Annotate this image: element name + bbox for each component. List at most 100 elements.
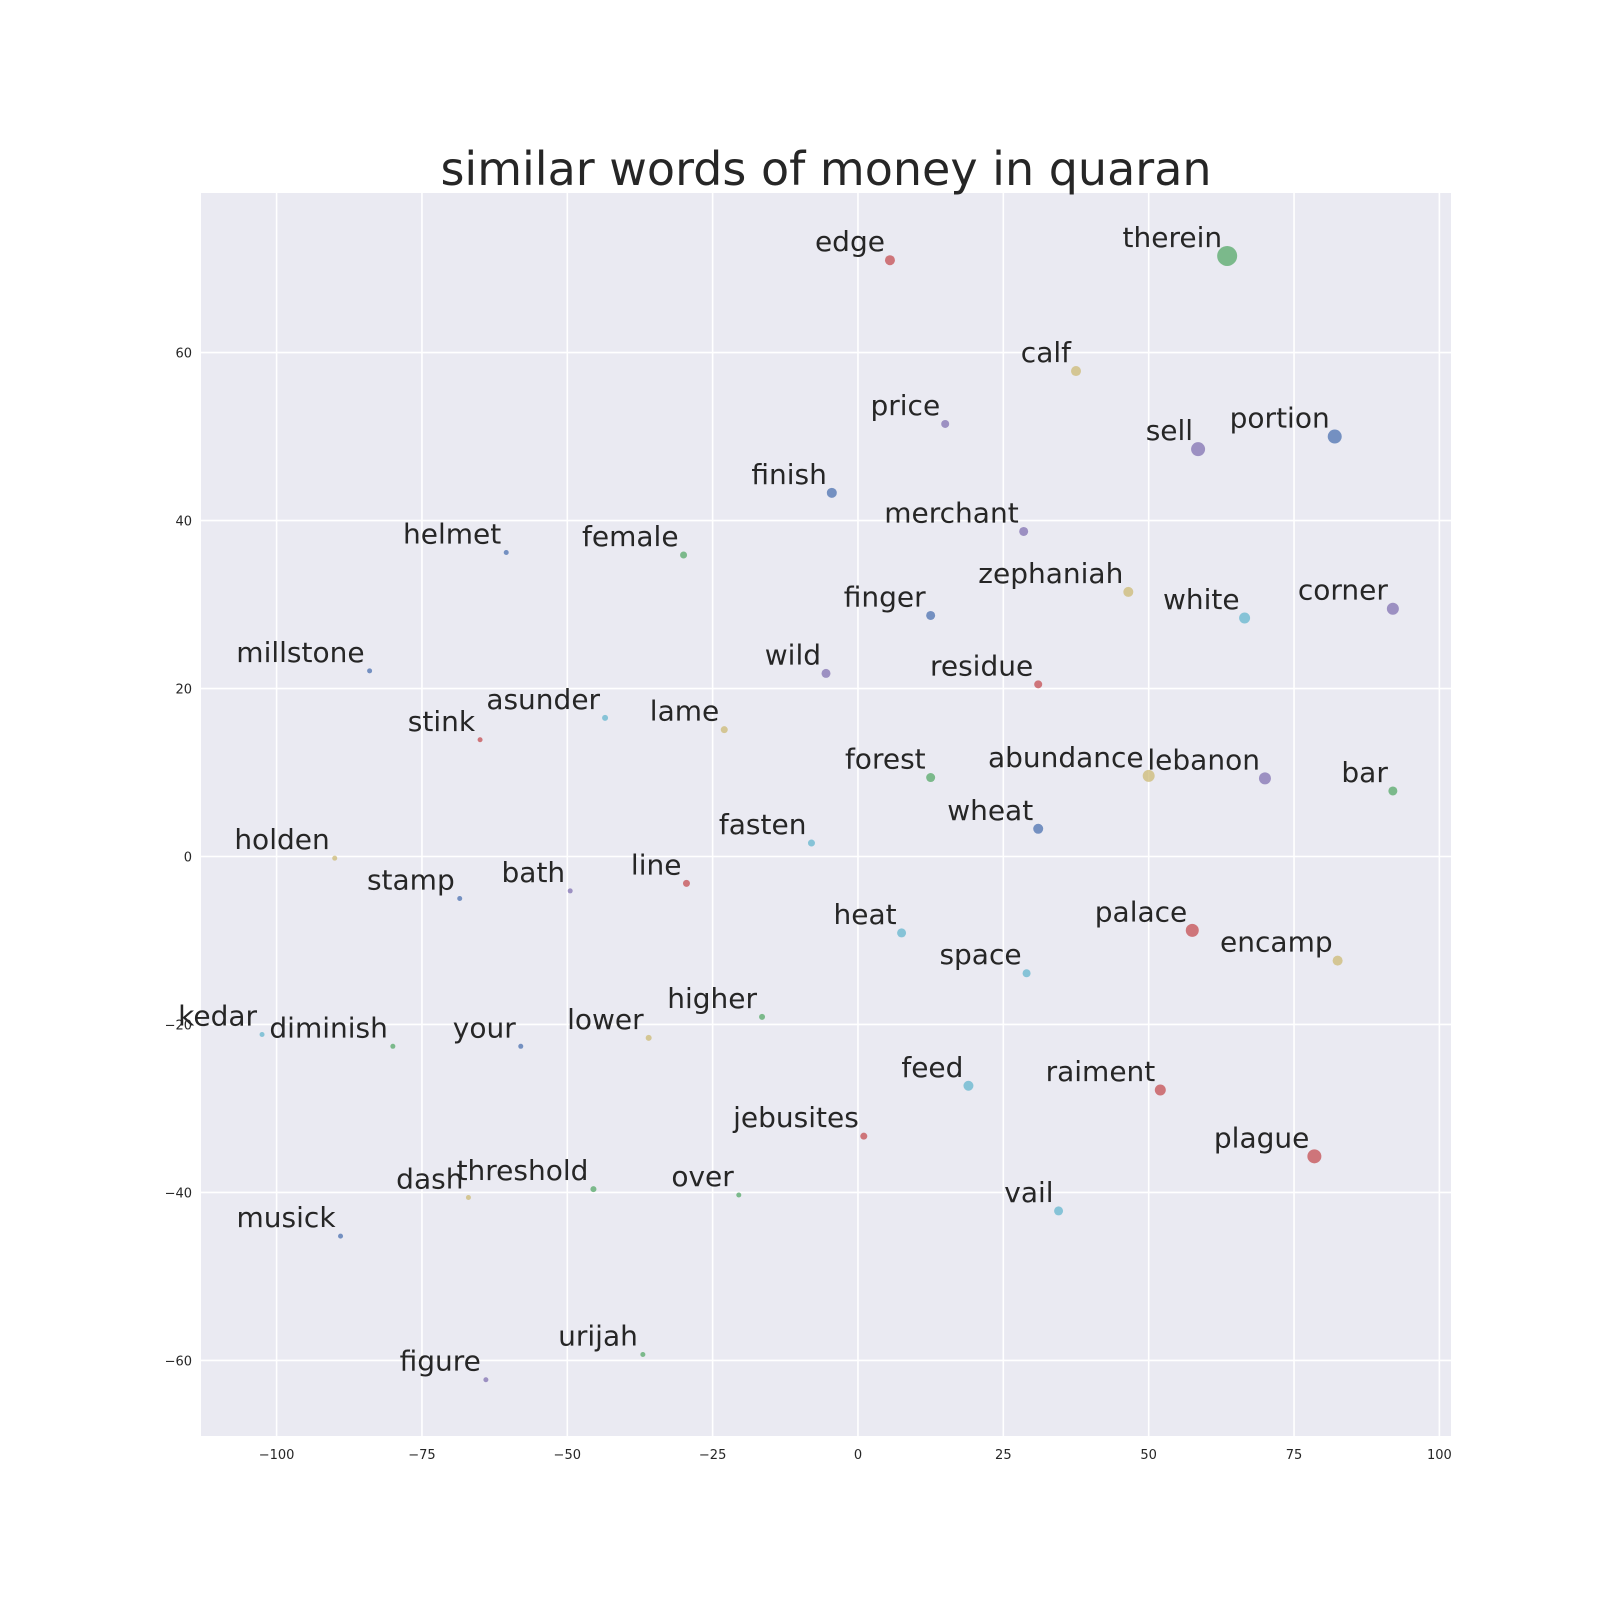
data-label-musick: musick — [237, 1201, 337, 1234]
data-point-white — [1239, 612, 1251, 624]
data-point-higher — [759, 1013, 766, 1020]
data-point-musick — [338, 1233, 344, 1239]
data-point-your — [518, 1043, 524, 1049]
data-label-calf: calf — [1021, 336, 1072, 369]
data-point-millstone — [367, 668, 373, 674]
y-axis-ticks: −60 −40 −20 0 20 40 60 — [165, 347, 192, 1370]
data-label-white: white — [1163, 583, 1240, 616]
data-point-over — [736, 1192, 742, 1198]
data-label-zephaniah: zephaniah — [978, 557, 1123, 590]
data-point-corner — [1386, 602, 1399, 615]
data-label-figure: figure — [400, 1345, 481, 1378]
data-point-zephaniah — [1123, 586, 1134, 597]
data-point-dash — [465, 1194, 471, 1200]
x-axis-ticks: −100 −75 −50 −25 0 25 50 75 100 — [259, 1448, 1452, 1463]
data-label-therein: therein — [1123, 221, 1223, 254]
data-label-forest: forest — [845, 743, 926, 776]
x-tick-label: −50 — [554, 1448, 581, 1463]
data-point-holden — [332, 855, 338, 861]
data-label-stink: stink — [408, 705, 476, 738]
data-point-helmet — [503, 549, 509, 555]
plot-area — [201, 193, 1451, 1436]
data-label-lame: lame — [650, 695, 719, 728]
data-label-vail: vail — [1004, 1176, 1053, 1209]
x-tick-label: 25 — [995, 1448, 1012, 1463]
data-label-kedar: kedar — [178, 1000, 257, 1033]
data-point-finger — [926, 610, 936, 620]
data-point-edge — [884, 255, 895, 266]
data-point-vail — [1054, 1206, 1064, 1216]
data-label-edge: edge — [815, 225, 885, 258]
data-label-corner: corner — [1298, 574, 1389, 607]
data-point-wheat — [1033, 823, 1044, 834]
data-point-finish — [826, 487, 837, 498]
data-label-raiment: raiment — [1046, 1055, 1156, 1088]
data-point-wild — [821, 668, 831, 678]
data-label-stamp: stamp — [367, 863, 455, 896]
data-point-residue — [1034, 680, 1043, 689]
x-tick-label: 75 — [1286, 1448, 1303, 1463]
data-label-lebanon: lebanon — [1147, 743, 1260, 776]
x-tick-label: −75 — [408, 1448, 435, 1463]
data-label-price: price — [870, 389, 940, 422]
data-label-merchant: merchant — [884, 496, 1018, 529]
y-tick-label: −20 — [165, 1018, 192, 1033]
data-label-sell: sell — [1146, 414, 1193, 447]
data-point-forest — [926, 773, 936, 783]
data-point-bath — [567, 888, 573, 894]
data-label-asunder: asunder — [486, 683, 600, 716]
data-label-dash: dash — [396, 1162, 463, 1195]
data-label-palace: palace — [1095, 895, 1188, 928]
data-point-diminish — [390, 1043, 396, 1049]
data-label-over: over — [671, 1160, 734, 1193]
data-label-feed: feed — [901, 1051, 963, 1084]
y-tick-label: 0 — [184, 850, 192, 865]
data-point-abundance — [1142, 769, 1155, 782]
data-label-plague: plague — [1214, 1121, 1309, 1154]
chart-title: similar words of money in quaran — [440, 142, 1211, 196]
data-point-asunder — [602, 714, 609, 721]
data-label-line: line — [631, 848, 682, 881]
x-tick-label: −100 — [259, 1448, 295, 1463]
data-label-higher: higher — [667, 982, 757, 1015]
data-label-bath: bath — [502, 856, 566, 889]
grid-lines — [201, 193, 1451, 1436]
data-point-palace — [1185, 923, 1199, 937]
data-point-space — [1022, 969, 1031, 978]
data-labels: therein edge calf price sell portion finish mer… — [178, 221, 1388, 1378]
data-point-bar — [1388, 786, 1398, 796]
data-point-lower — [645, 1034, 652, 1041]
data-point-figure — [483, 1377, 489, 1383]
data-point-line — [682, 879, 690, 887]
data-point-lebanon — [1258, 772, 1271, 785]
data-point-portion — [1327, 429, 1342, 444]
data-label-your: your — [453, 1011, 516, 1044]
data-label-wild: wild — [765, 638, 821, 671]
data-label-diminish: diminish — [269, 1011, 387, 1044]
data-point-stink — [477, 737, 483, 743]
x-tick-label: 0 — [854, 1448, 862, 1463]
data-label-female: female — [582, 520, 679, 553]
data-label-millstone: millstone — [236, 636, 364, 669]
data-point-threshold — [590, 1186, 597, 1193]
data-label-threshold: threshold — [457, 1154, 589, 1187]
data-point-kedar — [259, 1032, 265, 1038]
data-points — [259, 245, 1399, 1383]
x-tick-label: 100 — [1427, 1448, 1452, 1463]
data-label-portion: portion — [1230, 402, 1330, 435]
data-label-abundance: abundance — [988, 741, 1144, 774]
data-point-lame — [720, 726, 728, 734]
data-point-merchant — [1019, 526, 1029, 536]
data-point-jebusites — [860, 1132, 868, 1140]
data-label-residue: residue — [930, 649, 1033, 682]
data-label-bar: bar — [1341, 756, 1388, 789]
data-label-encamp: encamp — [1220, 926, 1333, 959]
data-label-lower: lower — [567, 1003, 644, 1036]
data-point-feed — [963, 1080, 974, 1091]
data-label-finger: finger — [844, 580, 926, 613]
data-label-wheat: wheat — [947, 794, 1033, 827]
data-point-calf — [1071, 366, 1081, 377]
data-label-holden: holden — [234, 823, 329, 856]
data-label-finish: finish — [751, 458, 827, 491]
